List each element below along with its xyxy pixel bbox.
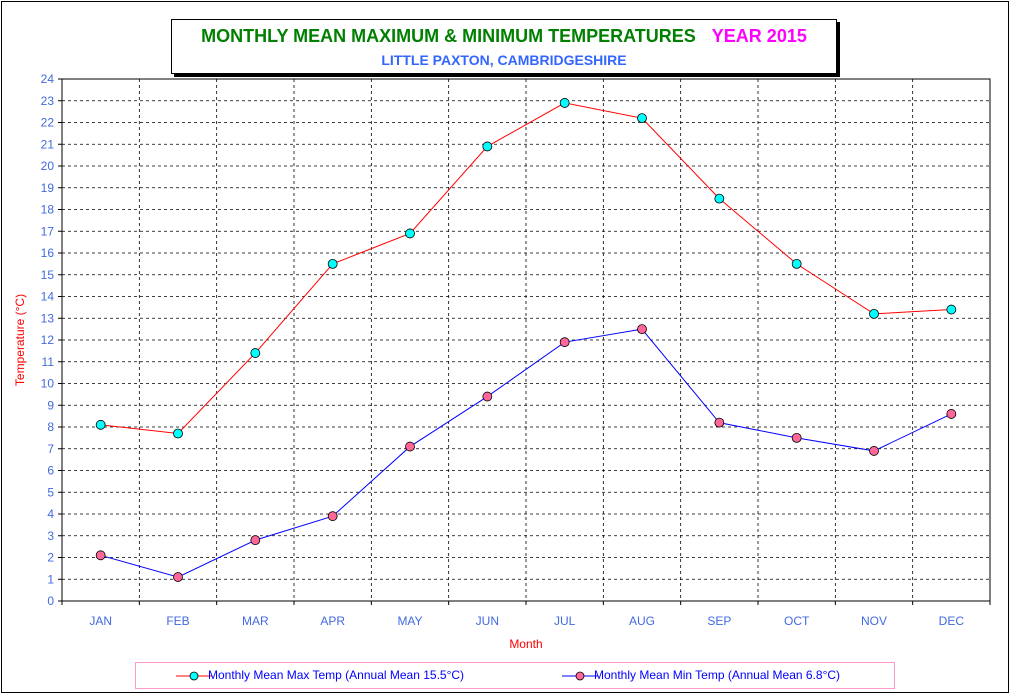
legend-max-symbol [176,671,212,681]
legend-min-symbol [562,671,598,681]
y-tick-label: 12 [41,333,55,347]
series-max-line [100,102,952,435]
x-tick-label: OCT [784,614,810,628]
series-min-point [327,511,338,522]
y-tick-label: 9 [47,398,54,412]
series-max-point [327,258,338,269]
series-max-point [637,113,647,124]
x-tick-label: MAR [242,614,269,628]
series-min-point [173,572,183,582]
series-min-point [714,417,725,428]
x-tick-label: SEP [707,614,731,628]
y-tick-label: 22 [41,116,55,130]
series-min-line [100,328,952,578]
series-max-point [482,141,493,152]
y-tick-label: 24 [41,72,55,86]
series-min-point [250,535,261,545]
y-tick-label: 13 [41,311,55,325]
series-max-point [559,98,570,108]
series-max-point [250,348,261,358]
x-tick-label: NOV [861,614,887,628]
series-min-point [637,324,647,335]
series-min-point [405,441,415,452]
chart-title-year: YEAR 2015 [711,26,807,46]
x-tick-label: MAY [397,614,422,628]
x-tick-label: JAN [89,614,112,628]
y-tick-label: 8 [47,420,54,434]
series-max-point [946,304,957,315]
chart-title-main: MONTHLY MEAN MAXIMUM & MINIMUM TEMPERATU… [201,26,696,46]
y-axis-title: Temperature (°C) [13,294,27,386]
series-max-point [173,428,183,439]
y-tick-label: 21 [41,137,55,151]
y-tick-label: 14 [41,290,55,304]
x-tick-label: AUG [629,614,655,628]
y-tick-label: 11 [42,355,55,369]
y-tick-label: 7 [47,442,54,456]
y-tick-label: 20 [41,159,55,173]
y-tick-label: 6 [47,464,54,478]
chart-title-box: MONTHLY MEAN MAXIMUM & MINIMUM TEMPERATU… [171,19,837,74]
legend-min-label: Monthly Mean Min Temp (Annual Mean 6.8°C… [594,668,841,682]
x-tick-label: APR [320,614,345,628]
y-tick-label: 10 [41,377,55,391]
x-tick-label: FEB [166,614,189,628]
y-tick-label: 3 [47,529,54,543]
y-tick-label: 19 [41,181,55,195]
series-min-point [869,446,879,456]
series-min-point [482,391,493,402]
series-max-point [791,258,802,269]
y-tick-label: 15 [41,268,55,282]
y-tick-label: 16 [41,246,55,260]
series-min-point [559,337,570,348]
series-max-point [714,193,725,204]
chart-title: MONTHLY MEAN MAXIMUM & MINIMUM TEMPERATU… [172,26,836,47]
y-tick-label: 1 [47,572,54,586]
series-max-point [95,419,106,430]
x-axis-title: Month [509,637,542,651]
y-tick-label: 18 [41,203,55,217]
series-max-point [869,308,879,319]
x-tick-label: JUN [476,614,499,628]
series-max-point [405,228,415,239]
x-tick-label: DEC [939,614,965,628]
y-tick-label: 2 [47,551,54,565]
legend-max-label: Monthly Mean Max Temp (Annual Mean 15.5°… [208,668,465,682]
y-tick-label: 23 [41,94,55,108]
y-tick-label: 4 [47,507,54,521]
y-tick-label: 0 [47,594,54,608]
y-tick-label: 5 [47,485,54,499]
series-min-point [791,432,802,443]
legend: Monthly Mean Max Temp (Annual Mean 15.5°… [135,662,895,689]
y-tick-label: 17 [41,224,55,238]
series-min-point [95,550,106,561]
chart-subtitle: LITTLE PAXTON, CAMBRIDGESHIRE [381,52,627,68]
series-min-point [946,409,957,419]
x-tick-label: JUL [554,614,576,628]
